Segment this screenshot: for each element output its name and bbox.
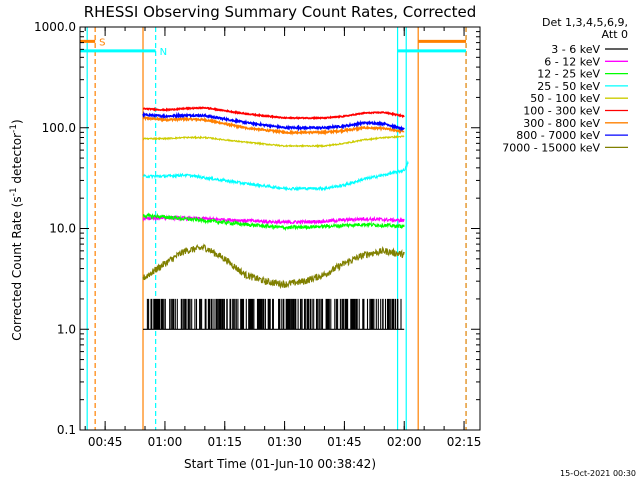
footer-timestamp: 15-Oct-2021 00:30 [560,469,636,478]
series-5 [142,106,405,120]
legend-entry-1: 6 - 12 keV [544,55,600,68]
series-line-3 [142,160,409,192]
y-axis-label: Corrected Count Rate (s-1 detector-1) [9,119,24,340]
legend-entry-2: 12 - 25 keV [537,68,600,81]
legend-entry-7: 800 - 7000 keV [516,129,600,142]
legend-entry-0: 3 - 6 keV [551,43,600,56]
x-tick-label-4: 01:45 [327,435,362,449]
series-3 [142,160,409,192]
series-line-5 [142,106,405,120]
x-tick-label-0: 00:45 [88,435,123,449]
series-8 [142,243,405,290]
legend-entry-3: 25 - 50 keV [537,80,600,93]
legend-entry-6: 300 - 800 keV [523,117,600,130]
series-0 [143,298,405,330]
annotation-S-label: S [99,37,105,48]
series-line-0 [143,298,405,330]
legend-entry-8: 7000 - 15000 keV [502,141,600,154]
series-7 [142,111,405,133]
plot-area: S N 0.1 1.0 10.0 100.0 1000.0 00:45 01:00 01:15 01… [34,20,481,449]
x-axis-label: Start Time (01-Jun-10 00:38:42) [184,457,376,471]
y-tick-label-2: 10.0 [49,222,76,236]
x-tick-label-6: 02:15 [447,435,482,449]
y-axis-label-superscript-1: -1 [9,187,19,196]
series-line-8 [142,243,405,290]
x-tick-label-3: 01:30 [267,435,302,449]
x-tick-label-5: 02:00 [387,435,422,449]
series-line-2 [142,212,405,232]
series-1 [142,214,405,226]
series-6 [142,115,405,136]
legend-header-line-1: Det 1,3,4,5,6,9, [542,16,628,29]
y-axis-label-suffix: ) [10,119,24,124]
plot-frame [79,26,481,431]
y-tick-label-4: 1000.0 [34,20,76,34]
x-tick-label-2: 01:15 [207,435,242,449]
y-axis-label-middle: detector [10,133,24,188]
y-tick-label-0: 0.1 [57,423,76,437]
legend-header-line-2: Att 0 [602,28,628,41]
series-line-1 [142,214,405,226]
x-tick-label-1: 01:00 [148,435,183,449]
series-4 [142,134,405,149]
series-2 [142,212,405,232]
legend-entry-5: 100 - 300 keV [523,105,600,118]
y-axis-label-prefix: Corrected Count Rate (s [10,196,24,340]
chart-title: RHESSI Observing Summary Count Rates, Co… [84,3,477,21]
series-line-7 [142,111,405,133]
y-tick-label-1: 1.0 [57,322,76,336]
annotation-N-label: N [160,47,167,58]
y-axis-label-superscript-2: -1 [9,124,19,133]
series-line-6 [142,115,405,136]
series-line-4 [142,134,405,149]
y-tick-label-3: 100.0 [42,121,76,135]
legend-entry-4: 50 - 100 keV [530,92,600,105]
